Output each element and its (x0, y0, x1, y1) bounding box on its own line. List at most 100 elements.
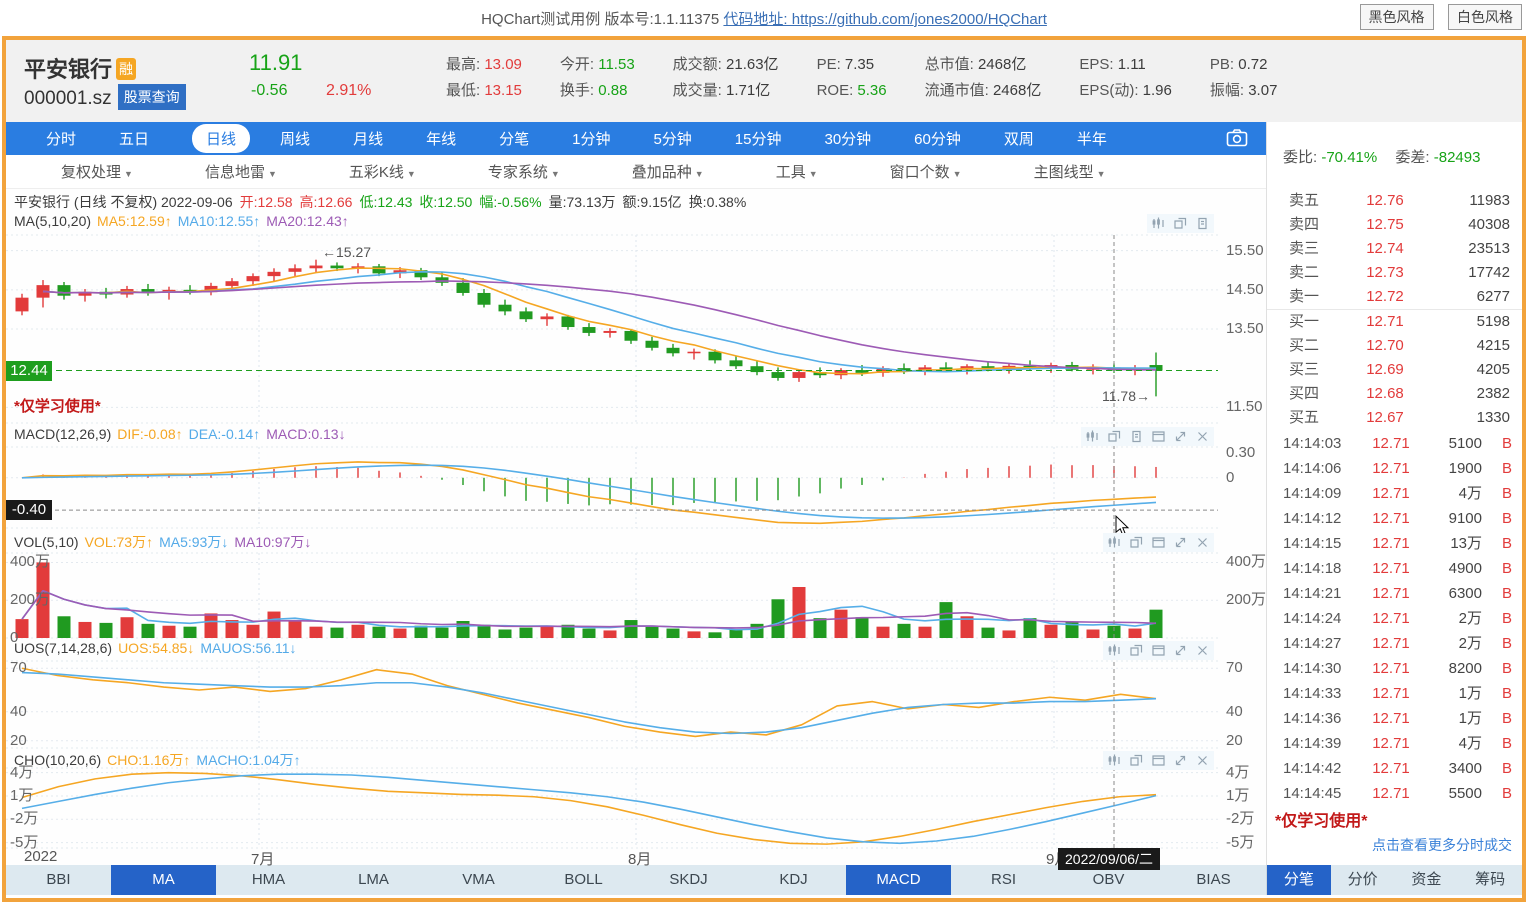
kline-icon[interactable] (1107, 643, 1122, 658)
panel-tab-资金[interactable]: 资金 (1394, 865, 1459, 895)
ask-row[interactable]: 卖三 12.74 23513 (1267, 237, 1522, 261)
trade-row[interactable]: 14:14:27 12.71 2万 B (1267, 631, 1522, 656)
menu-主图线型[interactable]: 主图线型 ▼ (1033, 164, 1106, 181)
indicator-tab-MA[interactable]: MA (111, 865, 216, 895)
indicator-tab-VMA[interactable]: VMA (426, 865, 531, 895)
period-tab-15分钟[interactable]: 15分钟 (734, 131, 782, 148)
trade-direction: B (1501, 460, 1512, 477)
menu-叠加品种[interactable]: 叠加品种 ▼ (631, 164, 704, 181)
indicator-tab-OBV[interactable]: OBV (1056, 865, 1161, 895)
level-name: 卖三 (1289, 240, 1320, 257)
black-style-button[interactable]: 黑色风格 (1359, 4, 1434, 30)
indicator-tab-MACD[interactable]: MACD (846, 865, 951, 895)
trade-row[interactable]: 14:14:33 12.71 1万 B (1267, 681, 1522, 706)
period-tab-五日[interactable]: 五日 (119, 131, 150, 148)
period-tab-周线[interactable]: 周线 (280, 131, 311, 148)
menu-窗口个数[interactable]: 窗口个数 ▼ (889, 164, 962, 181)
white-style-button[interactable]: 白色风格 (1448, 4, 1522, 30)
trade-row[interactable]: 14:14:12 12.71 9100 B (1267, 506, 1522, 531)
trade-row[interactable]: 14:14:21 12.71 6300 B (1267, 581, 1522, 606)
window-icon[interactable] (1151, 535, 1166, 550)
period-tab-月线[interactable]: 月线 (353, 131, 384, 148)
panel-tab-筹码[interactable]: 筹码 (1458, 865, 1522, 895)
indicator-tab-BBI[interactable]: BBI (6, 865, 111, 895)
vol-panel-toolbar (1103, 533, 1214, 552)
repo-link[interactable]: 代码地址: https://github.com/jones2000/HQCha… (723, 11, 1047, 28)
expand-icon[interactable] (1173, 429, 1188, 444)
period-tab-分笔[interactable]: 分笔 (499, 131, 530, 148)
panel-tab-分笔[interactable]: 分笔 (1267, 865, 1331, 895)
ask-row[interactable]: 卖一 12.72 6277 (1267, 285, 1522, 309)
copy-icon[interactable] (1129, 429, 1144, 444)
bid-row[interactable]: 买四 12.68 2382 (1267, 382, 1522, 406)
expand-icon[interactable] (1173, 535, 1188, 550)
copy-icon[interactable] (1195, 216, 1210, 231)
ask-row[interactable]: 卖五 12.76 11983 (1267, 189, 1522, 213)
overlay-icon[interactable] (1107, 429, 1122, 444)
menu-专家系统[interactable]: 专家系统 ▼ (487, 164, 560, 181)
kline-icon[interactable] (1151, 216, 1166, 231)
bid-row[interactable]: 买五 12.67 1330 (1267, 406, 1522, 430)
close-icon[interactable] (1195, 753, 1210, 768)
indicator-tab-BOLL[interactable]: BOLL (531, 865, 636, 895)
expand-icon[interactable] (1173, 753, 1188, 768)
ask-row[interactable]: 卖四 12.75 40308 (1267, 213, 1522, 237)
trade-row[interactable]: 14:14:30 12.71 8200 B (1267, 656, 1522, 681)
overlay-icon[interactable] (1129, 753, 1144, 768)
period-tab-分时[interactable]: 分时 (46, 131, 77, 148)
indicator-tab-HMA[interactable]: HMA (216, 865, 321, 895)
panel-tab-分价[interactable]: 分价 (1330, 865, 1395, 895)
period-tab-双周[interactable]: 双周 (1003, 131, 1034, 148)
overlay-icon[interactable] (1129, 643, 1144, 658)
expand-icon[interactable] (1173, 643, 1188, 658)
menu-信息地雷[interactable]: 信息地雷 ▼ (204, 164, 277, 181)
kline-icon[interactable] (1107, 753, 1122, 768)
stock-query-button[interactable]: 股票查询 (117, 84, 186, 110)
trade-row[interactable]: 14:14:45 12.71 5500 B (1267, 781, 1522, 806)
period-tab-日线[interactable]: 日线 (192, 124, 251, 153)
trade-row[interactable]: 14:14:36 12.71 1万 B (1267, 706, 1522, 731)
menu-五彩K线[interactable]: 五彩K线 ▼ (348, 164, 416, 181)
close-icon[interactable] (1195, 429, 1210, 444)
trade-row[interactable]: 14:14:03 12.71 5100 B (1267, 431, 1522, 456)
trade-row[interactable]: 14:14:15 12.71 13万 B (1267, 531, 1522, 556)
menu-工具[interactable]: 工具 ▼ (775, 164, 818, 181)
bid-row[interactable]: 买三 12.69 4205 (1267, 358, 1522, 382)
period-tab-1分钟[interactable]: 1分钟 (572, 131, 611, 148)
trade-row[interactable]: 14:14:39 12.71 4万 B (1267, 731, 1522, 756)
indicator-tab-KDJ[interactable]: KDJ (741, 865, 846, 895)
screenshot-camera-icon[interactable] (1226, 128, 1248, 148)
close-icon[interactable] (1195, 535, 1210, 550)
bid-row[interactable]: 买一 12.71 5198 (1267, 310, 1522, 334)
indicator-tab-BIAS[interactable]: BIAS (1161, 865, 1266, 895)
window-icon[interactable] (1151, 753, 1166, 768)
close-icon[interactable] (1195, 643, 1210, 658)
overlay-icon[interactable] (1173, 216, 1188, 231)
period-tab-60分钟[interactable]: 60分钟 (914, 131, 961, 148)
more-trades-link[interactable]: 点击查看更多分时成交 (1372, 837, 1512, 853)
kline-icon[interactable] (1085, 429, 1100, 444)
trade-price: 12.71 (1372, 435, 1410, 452)
trade-row[interactable]: 14:14:18 12.71 4900 B (1267, 556, 1522, 581)
period-tab-年线[interactable]: 年线 (426, 131, 457, 148)
period-tab-5分钟[interactable]: 5分钟 (653, 131, 692, 148)
trade-row[interactable]: 14:14:06 12.71 1900 B (1267, 456, 1522, 481)
period-tab-30分钟[interactable]: 30分钟 (824, 131, 872, 148)
trade-row[interactable]: 14:14:24 12.71 2万 B (1267, 606, 1522, 631)
trade-time: 14:14:30 (1283, 660, 1342, 677)
window-icon[interactable] (1151, 643, 1166, 658)
level-volume: 4205 (1476, 361, 1510, 378)
menu-复权处理[interactable]: 复权处理 ▼ (61, 164, 133, 181)
chart-area[interactable]: 平安银行 (日线 不复权) 2022-09-06 开:12.58 高:12.66 低:… (6, 189, 1266, 870)
trade-row[interactable]: 14:14:42 12.71 3400 B (1267, 756, 1522, 781)
ask-row[interactable]: 卖二 12.73 17742 (1267, 261, 1522, 285)
indicator-tab-SKDJ[interactable]: SKDJ (636, 865, 741, 895)
period-tab-半年[interactable]: 半年 (1076, 131, 1107, 148)
bid-row[interactable]: 买二 12.70 4215 (1267, 334, 1522, 358)
indicator-tab-RSI[interactable]: RSI (951, 865, 1056, 895)
indicator-tab-LMA[interactable]: LMA (321, 865, 426, 895)
trade-row[interactable]: 14:14:09 12.71 4万 B (1267, 481, 1522, 506)
overlay-icon[interactable] (1129, 535, 1144, 550)
kline-icon[interactable] (1107, 535, 1122, 550)
window-icon[interactable] (1151, 429, 1166, 444)
